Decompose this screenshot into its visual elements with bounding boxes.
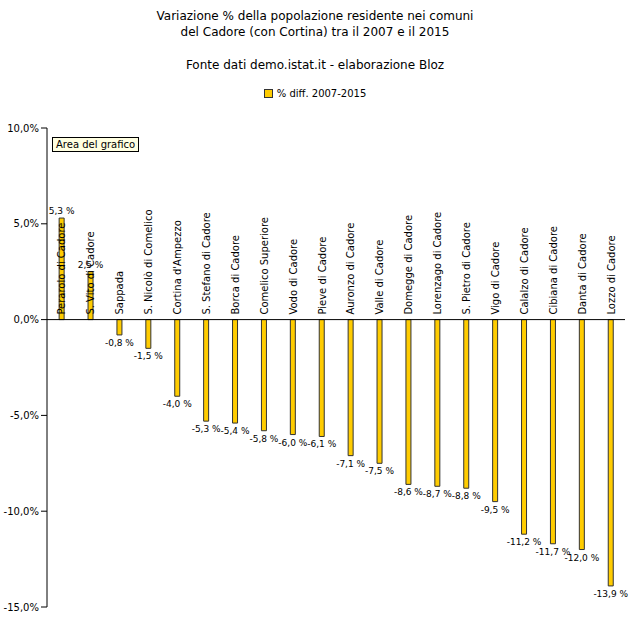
svg-text:-4,0 %: -4,0 % <box>163 399 192 409</box>
svg-text:-8,7 %: -8,7 % <box>423 489 452 499</box>
svg-text:-1,5 %: -1,5 % <box>134 351 163 361</box>
svg-text:-6,0 %: -6,0 % <box>278 438 307 448</box>
html-text:Fonte dati demo.istat.it - ela: Fonte dati demo.istat.it - elaborazione … <box>185 58 445 72</box>
svg-text:Cortina d'Ampezzo: Cortina d'Ampezzo <box>172 220 183 314</box>
svg-text:-13,9 %: -13,9 % <box>593 589 622 599</box>
svg-text:5,0%: 5,0% <box>14 218 39 229</box>
svg-text:Vodo di Cadore: Vodo di Cadore <box>288 239 299 315</box>
svg-text:-8,6 %: -8,6 % <box>394 487 423 497</box>
svg-text:Pieve di Cadore: Pieve di Cadore <box>317 237 328 315</box>
svg-text:Calalzo di Cadore: Calalzo di Cadore <box>519 227 530 314</box>
svg-text:Lozzo di Cadore: Lozzo di Cadore <box>606 235 617 314</box>
svg-text:-8,8 %: -8,8 % <box>452 491 481 501</box>
svg-text:-5,3 %: -5,3 % <box>192 424 221 434</box>
svg-text:5,3 %: 5,3 % <box>49 206 75 216</box>
svg-text:Vigo di Cadore: Vigo di Cadore <box>490 242 501 315</box>
svg-text:S. Nicolò di Comelico: S. Nicolò di Comelico <box>143 209 154 314</box>
svg-text:S. Vito di Cadore: S. Vito di Cadore <box>85 231 96 314</box>
svg-text:-7,5 %: -7,5 % <box>365 466 394 476</box>
svg-text:2,5 %: 2,5 % <box>78 260 104 270</box>
html-text:% diff. 2007-2015: % diff. 2007-2015 <box>276 88 367 99</box>
svg-text:S. Stefano di Cadore: S. Stefano di Cadore <box>201 212 212 314</box>
svg-text:Borca di Cadore: Borca di Cadore <box>230 235 241 315</box>
svg-text:-15,0%: -15,0% <box>8 602 39 613</box>
svg-text:Sappada: Sappada <box>114 271 125 315</box>
svg-text:S. Pietro di Cadore: S. Pietro di Cadore <box>461 222 472 314</box>
svg-text:Cibiana di Cadore: Cibiana di Cadore <box>548 226 559 315</box>
svg-text:-6,1 %: -6,1 % <box>307 439 336 449</box>
svg-text:Perarolo di Cadore: Perarolo di Cadore <box>56 223 67 315</box>
svg-text:-11,2 %: -11,2 % <box>507 537 542 547</box>
svg-text:Valle di Cadore: Valle di Cadore <box>374 240 385 315</box>
svg-text:-12,0 %: -12,0 % <box>564 553 599 563</box>
svg-text:-5,8 %: -5,8 % <box>249 434 278 444</box>
html-text:Area del grafico: Area del grafico <box>56 139 136 150</box>
svg-text:Domegge di Cadore: Domegge di Cadore <box>403 215 414 315</box>
svg-text:-9,5 %: -9,5 % <box>481 505 510 515</box>
svg-text:-11,7 %: -11,7 % <box>535 546 571 557</box>
svg-text:Comelico Superiore: Comelico Superiore <box>259 217 270 315</box>
svg-text:-7,1 %: -7,1 % <box>336 459 365 469</box>
svg-text:Danta di Cadore: Danta di Cadore <box>577 233 588 314</box>
html-text:Variazione % della popolazione: Variazione % della popolazione residente… <box>156 9 474 39</box>
svg-text:Auronzo di Cadore: Auronzo di Cadore <box>345 223 356 315</box>
svg-text:-10,0%: -10,0% <box>8 506 39 517</box>
svg-text:-0,8 %: -0,8 % <box>105 338 134 348</box>
svg-text:0,0%: 0,0% <box>14 314 39 325</box>
svg-text:Lorenzago di Cadore: Lorenzago di Cadore <box>432 212 443 315</box>
svg-text:-5,0%: -5,0% <box>10 410 39 421</box>
svg-text:10,0%: 10,0% <box>8 123 39 134</box>
svg-text:-5,4 %: -5,4 % <box>221 426 250 436</box>
